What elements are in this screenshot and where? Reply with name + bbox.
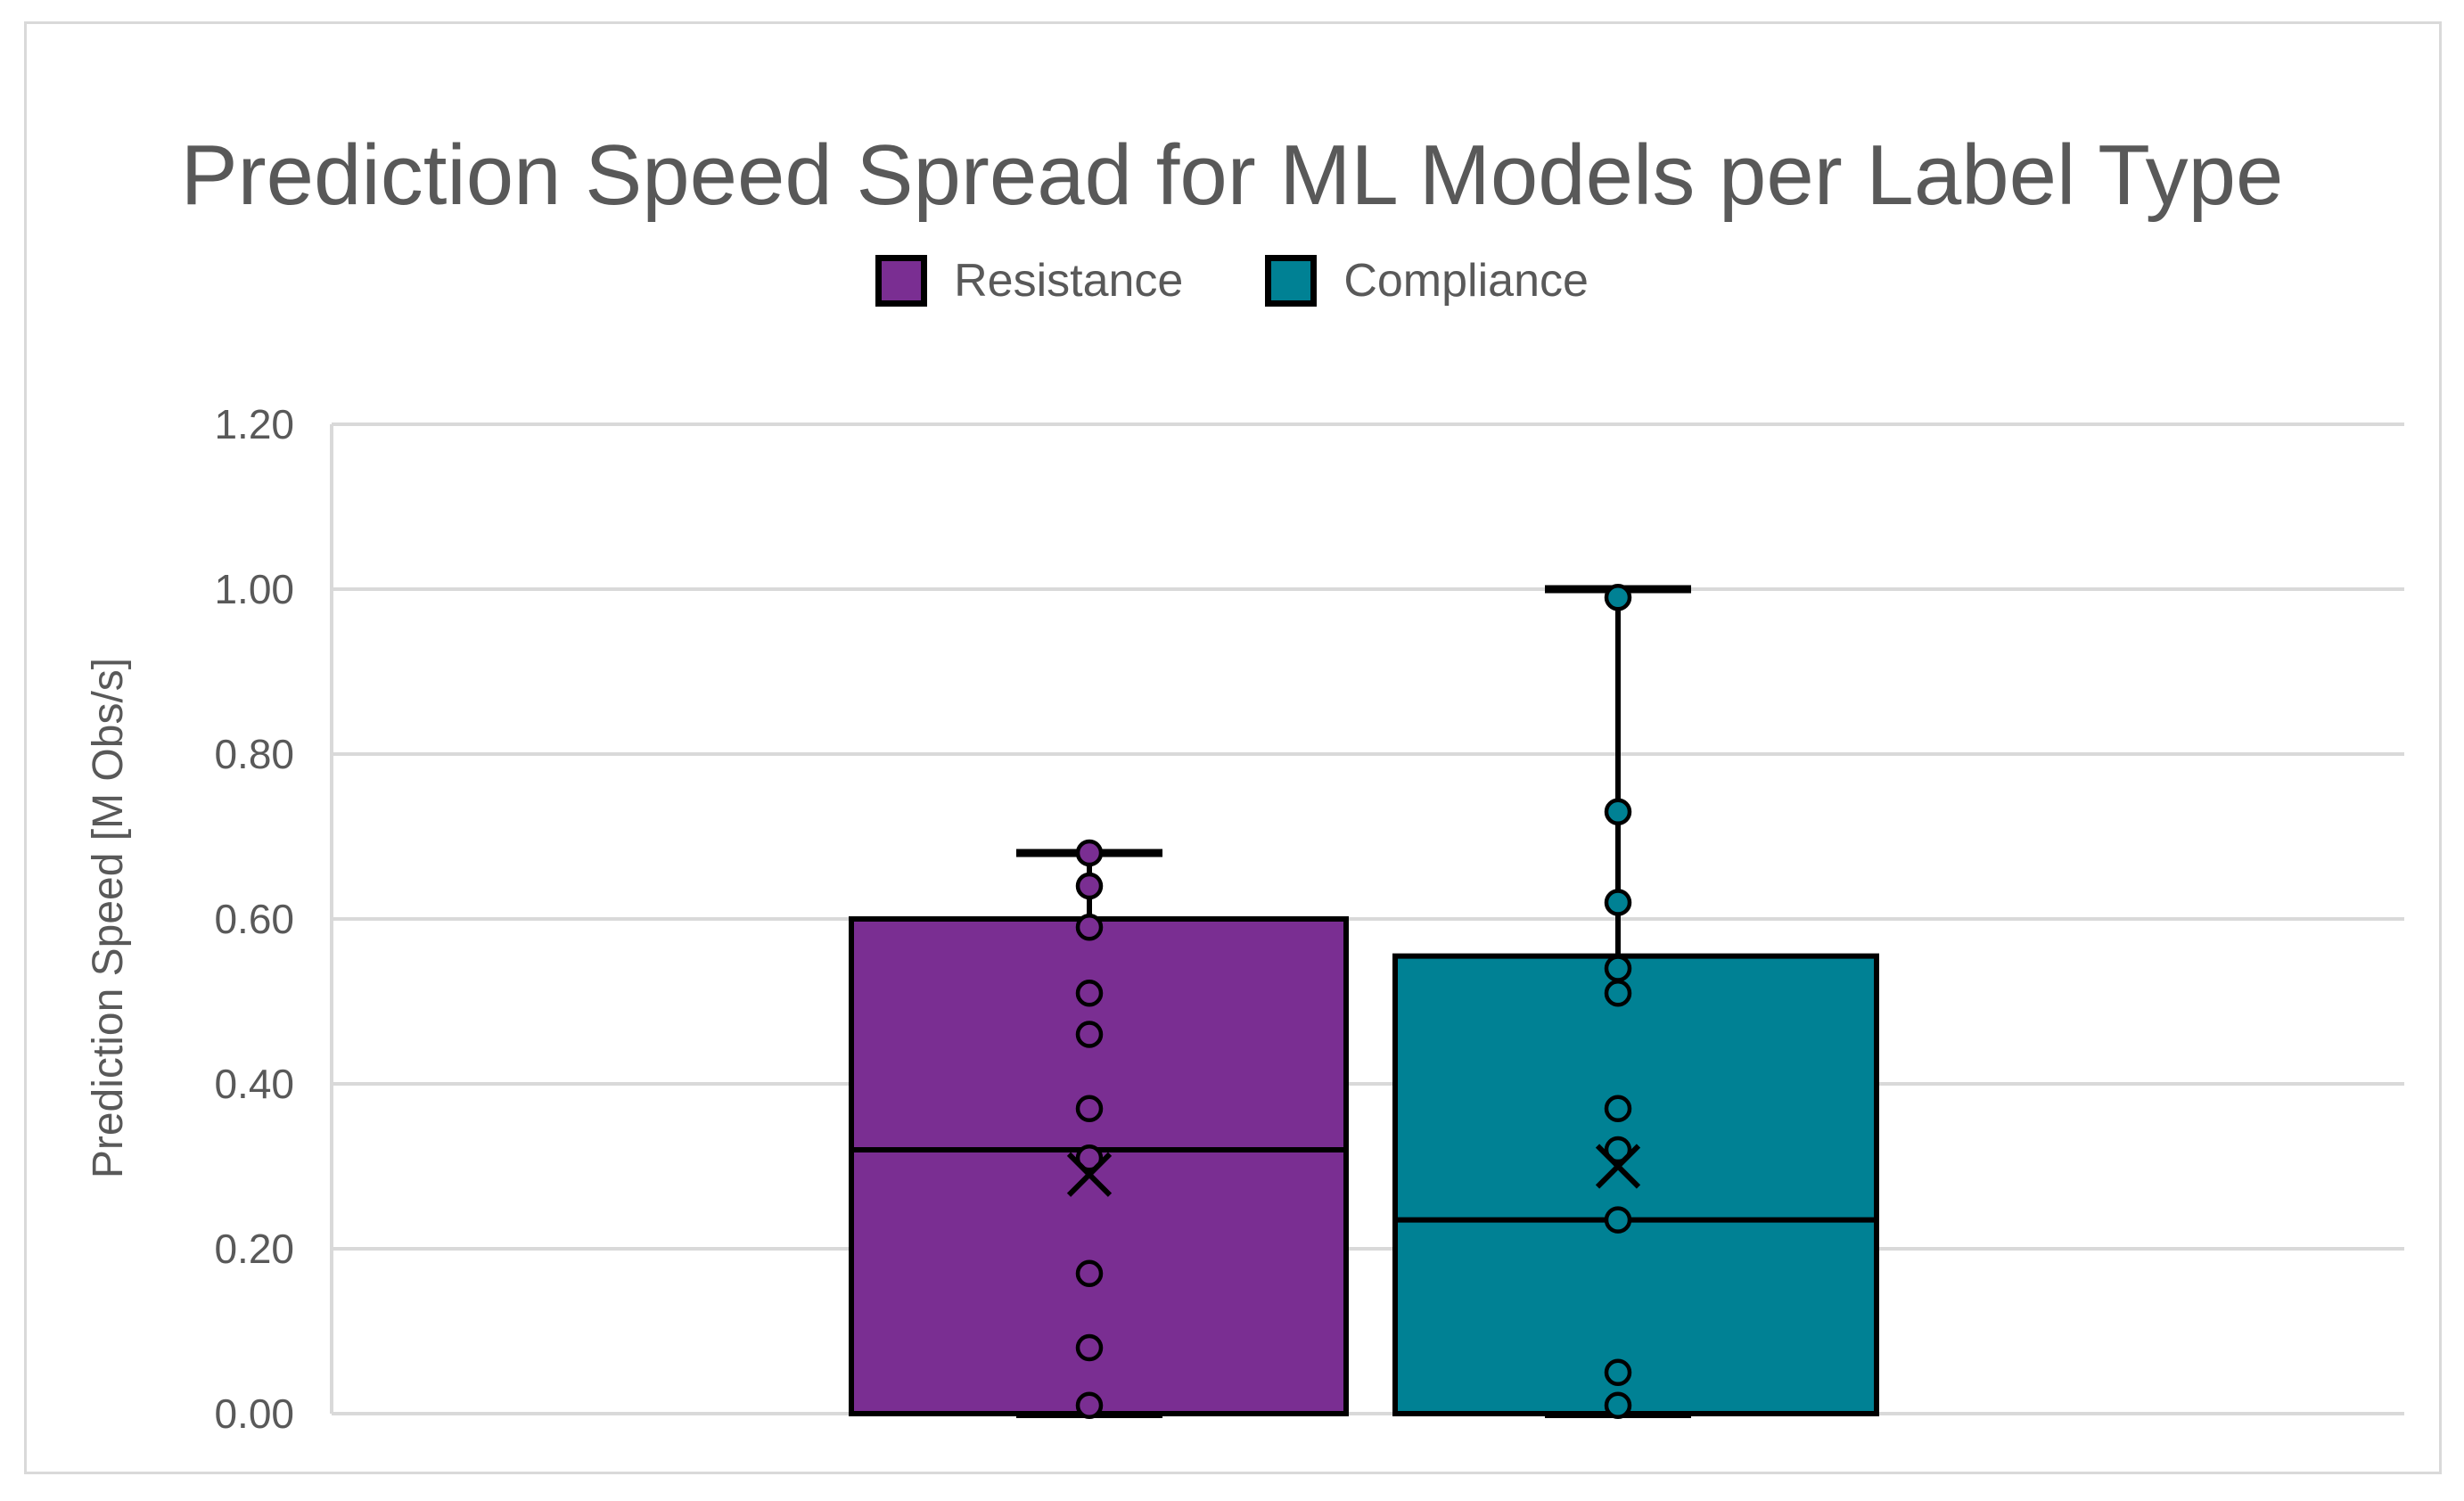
resistance-swatch-icon [875, 255, 928, 307]
legend-item-compliance: Compliance [1265, 255, 1589, 307]
data-point-compliance [1604, 980, 1632, 1007]
y-tick-0.80: 0.80 [214, 731, 294, 777]
data-point-compliance [1604, 889, 1632, 916]
data-point-resistance [1075, 1021, 1104, 1048]
legend-label: Resistance [954, 255, 1184, 307]
data-point-resistance [1075, 914, 1104, 941]
mean-x-marker-resistance [1066, 1152, 1113, 1197]
y-tick-0.60: 0.60 [214, 896, 294, 942]
data-point-compliance [1604, 955, 1632, 982]
data-point-resistance [1075, 1095, 1104, 1122]
data-point-resistance [1075, 1333, 1104, 1362]
chart-title: Prediction Speed Spread for ML Models pe… [180, 127, 2284, 224]
data-point-resistance [1075, 1391, 1104, 1419]
data-point-resistance [1075, 872, 1104, 900]
data-point-compliance [1604, 1136, 1632, 1164]
y-tick-0.00: 0.00 [214, 1390, 294, 1437]
data-point-compliance [1604, 798, 1632, 825]
data-point-resistance [1075, 980, 1104, 1007]
data-point-compliance [1604, 1095, 1632, 1122]
data-point-compliance [1604, 1206, 1632, 1234]
data-point-compliance [1604, 584, 1632, 611]
y-tick-0.40: 0.40 [214, 1061, 294, 1107]
data-point-resistance [1075, 1259, 1104, 1287]
data-point-compliance [1604, 1358, 1632, 1386]
legend-item-resistance: Resistance [875, 255, 1183, 307]
y-tick-0.20: 0.20 [214, 1226, 294, 1272]
compliance-swatch-icon [1265, 255, 1318, 307]
legend-label: Compliance [1343, 255, 1589, 307]
data-point-compliance [1604, 1391, 1632, 1419]
data-point-resistance [1075, 839, 1104, 867]
y-tick-1.20: 1.20 [214, 401, 294, 447]
legend: Resistance Compliance [0, 250, 2464, 312]
y-tick-1.00: 1.00 [214, 566, 294, 612]
data-point-resistance [1075, 1144, 1104, 1172]
mean-x-marker-compliance [1595, 1144, 1641, 1189]
